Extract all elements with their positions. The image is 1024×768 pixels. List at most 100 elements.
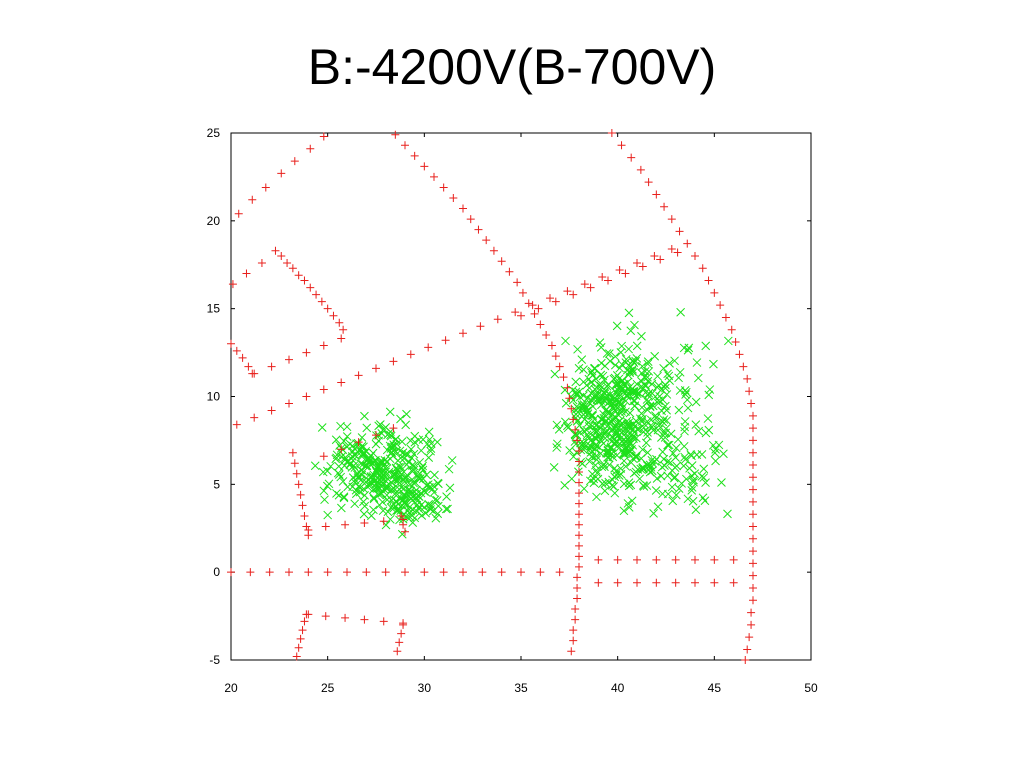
data-point-cross [654,396,663,406]
data-point-cross [338,477,348,486]
data-point-plus [575,468,583,477]
data-point-cross [638,414,647,424]
data-point-cross [639,423,649,432]
data-point-cross [592,455,602,464]
data-point-cross [573,344,582,354]
data-point-plus [749,411,757,420]
data-point-cross [653,371,662,381]
data-point-cross [444,464,454,474]
data-point-cross [578,459,587,468]
data-point-plus [575,552,583,561]
data-point-cross [319,486,329,496]
data-point-cross [395,462,404,472]
data-point-plus [749,473,757,482]
data-point-cross [585,476,595,486]
data-point-cross [367,511,376,521]
data-point-plus [288,264,297,273]
data-point-plus [575,489,583,498]
x-tick-label: 30 [418,681,432,695]
data-point-cross [624,437,634,446]
data-point-plus [476,322,485,331]
data-point-cross [600,462,609,472]
data-point-plus [397,629,406,638]
data-point-cross [362,423,372,433]
data-point-cross [359,509,369,519]
data-point-cross [664,440,674,450]
data-point-cross [339,493,349,503]
data-point-cross [614,430,624,440]
data-point-plus [749,571,757,580]
data-point-cross [666,429,676,439]
data-point-cross [426,446,435,456]
data-point-plus [575,478,583,487]
data-point-cross [631,433,641,443]
data-point-cross [320,495,329,505]
data-point-cross [601,406,610,415]
data-point-plus [749,424,757,433]
data-point-plus [546,294,554,303]
data-point-cross [674,484,684,493]
data-point-cross [569,452,578,462]
data-point-cross [414,435,424,445]
data-point-plus [551,297,560,306]
data-point-cross [657,433,666,442]
data-point-cross [688,496,698,506]
data-point-plus [573,573,582,582]
data-point-cross [619,506,629,516]
data-point-cross [562,421,572,431]
data-point-cross [342,432,352,441]
data-point-cross [412,500,422,510]
data-point-cross [412,507,422,516]
data-point-cross [624,344,634,354]
data-point-cross [579,484,589,494]
y-tick-label: 15 [207,302,221,316]
data-point-cross [409,461,419,471]
data-point-cross [416,488,426,498]
data-point-plus [580,280,589,289]
data-point-cross [624,421,634,431]
data-point-plus [575,446,583,455]
data-point-plus [652,578,661,587]
data-point-cross [430,495,440,505]
data-point-cross [337,503,346,513]
data-point-cross [643,372,652,382]
data-point-plus [671,555,680,564]
data-point-cross [574,363,584,373]
data-point-cross [563,423,573,433]
data-point-plus [267,362,276,371]
data-point-cross [594,396,604,406]
data-point-plus [362,568,371,577]
data-point-cross [310,461,320,471]
data-point-plus [482,236,491,245]
data-point-plus [261,183,270,192]
data-point-plus [439,183,448,192]
data-point-cross [417,511,427,520]
data-point-cross [424,453,434,463]
data-point-cross [397,437,407,446]
data-point-cross [339,436,349,446]
data-point-cross [360,411,369,421]
y-tick-label: -5 [209,653,220,667]
data-point-cross [612,321,622,331]
data-point-cross [705,385,715,394]
data-point-cross [624,503,634,512]
data-point-cross [619,456,629,466]
data-point-plus [449,193,458,202]
data-point-cross [568,395,578,405]
data-point-cross [577,355,587,364]
data-point-plus [401,527,409,536]
data-point-cross [691,397,701,407]
data-point-cross [386,477,396,487]
data-point-cross [572,390,582,400]
data-point-cross [397,483,406,492]
data-point-plus [536,320,545,329]
data-point-plus [298,501,307,510]
data-point-cross [673,435,683,444]
data-point-cross [643,376,653,386]
data-point-plus [627,153,636,162]
data-point-cross [644,367,654,376]
data-point-plus [575,520,583,529]
data-point-cross [680,422,690,432]
data-point-plus [277,169,286,178]
data-points [227,129,757,664]
